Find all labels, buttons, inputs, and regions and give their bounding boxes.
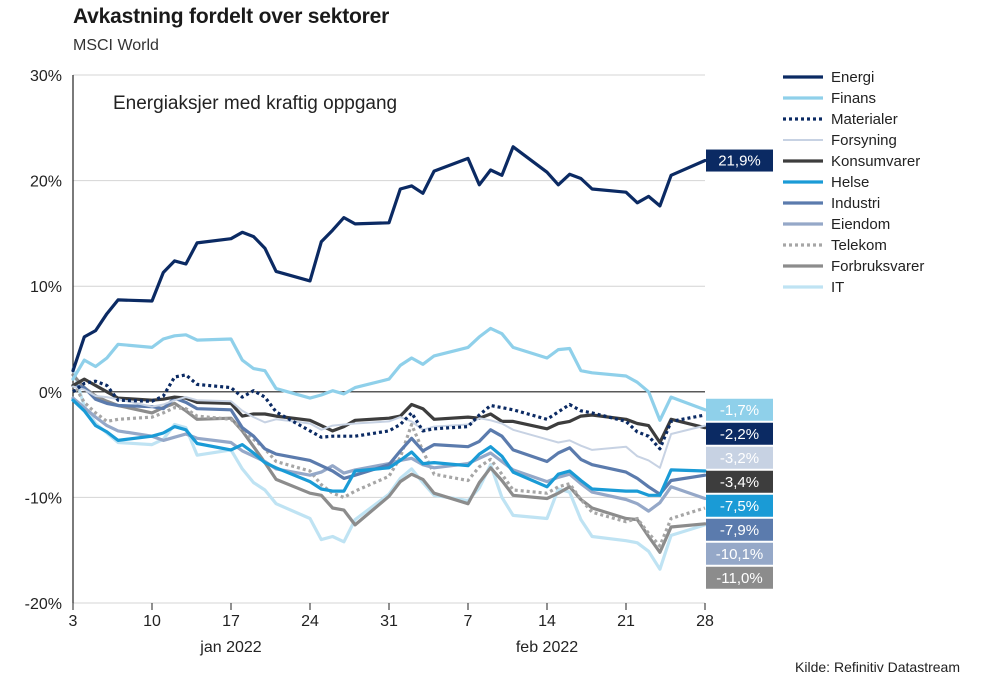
x-tick-label: 14 bbox=[538, 613, 556, 630]
legend-item-industri: Industri bbox=[783, 195, 880, 212]
legend-item-materialer: Materialer bbox=[783, 111, 898, 128]
end-label-text: -11,0% bbox=[716, 570, 762, 587]
end-label-box bbox=[706, 398, 773, 421]
legend-label: Eiendom bbox=[831, 216, 890, 233]
source-note: Kilde: Refinitiv Datastream bbox=[795, 659, 960, 675]
x-tick-labels: 3 10 17 24 31 7 14 21 28 jan 2022 feb 2022 bbox=[69, 603, 714, 656]
end-label-materialer: -2,2% bbox=[706, 422, 773, 445]
x-tick-label: 7 bbox=[464, 613, 473, 630]
series-line-helse bbox=[71, 398, 707, 497]
chart-annotation: Energiaksjer med kraftig oppgang bbox=[113, 93, 397, 114]
x-tick-label: 3 bbox=[69, 613, 78, 630]
end-label-box bbox=[706, 542, 773, 565]
legend: Energi Finans Materialer Forsyning Konsumvar… bbox=[783, 69, 924, 296]
month-label: jan 2022 bbox=[199, 639, 261, 656]
end-label-text: -7,5% bbox=[720, 498, 759, 515]
end-label-forsyning: -3,2% bbox=[706, 446, 773, 469]
legend-item-forsyning: Forsyning bbox=[783, 132, 897, 149]
page-subtitle: MSCI World bbox=[73, 37, 159, 54]
end-label-text: -1,7% bbox=[720, 402, 759, 419]
legend-item-forbruksvarer: Forbruksvarer bbox=[783, 258, 924, 275]
y-tick-label: -20% bbox=[25, 596, 62, 613]
legend-label: Konsumvarer bbox=[831, 153, 920, 170]
y-tick-label: -10% bbox=[25, 490, 62, 507]
x-tick-label: 24 bbox=[301, 613, 319, 630]
legend-label: Forsyning bbox=[831, 132, 897, 149]
x-tick-label: 28 bbox=[696, 613, 714, 630]
end-label-box bbox=[706, 149, 773, 172]
end-label-box bbox=[706, 494, 773, 517]
legend-item-eiendom: Eiendom bbox=[783, 216, 890, 233]
series-lines bbox=[71, 145, 707, 571]
legend-label: Helse bbox=[831, 174, 869, 191]
end-label-text: -3,4% bbox=[720, 474, 759, 491]
end-label-box bbox=[706, 470, 773, 493]
legend-item-it: IT bbox=[783, 279, 844, 296]
end-label-box bbox=[706, 446, 773, 469]
grid-lines bbox=[72, 74, 705, 604]
legend-label: Industri bbox=[831, 195, 880, 212]
end-label-text: -3,2% bbox=[720, 450, 759, 467]
y-tick-labels: 30% 20% 10% 0% -10% -20% bbox=[25, 68, 62, 613]
end-labels: 21,9% -1,7% -2,2% -3,2% -3,4% -7,5% -7,9% -10,1… bbox=[706, 149, 773, 589]
legend-label: Forbruksvarer bbox=[831, 258, 924, 275]
legend-item-telekom: Telekom bbox=[783, 237, 887, 254]
y-tick-label: 0% bbox=[39, 385, 62, 402]
y-tick-label: 20% bbox=[30, 174, 62, 191]
legend-item-helse: Helse bbox=[783, 174, 869, 191]
end-label-box bbox=[706, 566, 773, 589]
x-tick-label: 17 bbox=[222, 613, 240, 630]
end-label-text: -7,9% bbox=[720, 522, 759, 539]
end-label-konsumvarer: -3,4% bbox=[706, 470, 773, 493]
series-line-forbruksvarer bbox=[71, 373, 707, 554]
end-label-box bbox=[706, 422, 773, 445]
end-label-helse: -7,5% bbox=[706, 494, 773, 517]
end-label-forbruksvarer: -11,0% bbox=[706, 566, 773, 589]
end-label-finans: -1,7% bbox=[706, 398, 773, 421]
legend-item-energi: Energi bbox=[783, 69, 874, 86]
series-line-energi bbox=[71, 145, 707, 373]
legend-label: Telekom bbox=[831, 237, 887, 254]
x-tick-label: 31 bbox=[380, 613, 398, 630]
x-tick-label: 21 bbox=[617, 613, 635, 630]
end-label-text: 21,9% bbox=[718, 153, 761, 170]
end-label-eiendom: -10,1% bbox=[706, 542, 773, 565]
series-line-forsyning bbox=[72, 385, 706, 469]
legend-label: IT bbox=[831, 279, 844, 296]
legend-label: Finans bbox=[831, 90, 876, 107]
series-line-konsumvarer bbox=[71, 377, 707, 445]
end-label-energi: 21,9% bbox=[706, 149, 773, 172]
y-tick-label: 10% bbox=[30, 279, 62, 296]
end-label-box bbox=[706, 518, 773, 541]
page-title: Avkastning fordelt over sektorer bbox=[73, 5, 390, 28]
y-tick-label: 30% bbox=[30, 68, 62, 85]
legend-label: Materialer bbox=[831, 111, 898, 128]
end-label-text: -2,2% bbox=[720, 426, 759, 443]
legend-item-konsumvarer: Konsumvarer bbox=[783, 153, 920, 170]
x-tick-label: 10 bbox=[143, 613, 161, 630]
series-line-finans bbox=[71, 326, 707, 422]
month-label: feb 2022 bbox=[516, 639, 578, 656]
end-label-text: -10,1% bbox=[716, 546, 764, 563]
legend-item-finans: Finans bbox=[783, 90, 876, 107]
legend-label: Energi bbox=[831, 69, 874, 86]
end-label-industri: -7,9% bbox=[706, 518, 773, 541]
